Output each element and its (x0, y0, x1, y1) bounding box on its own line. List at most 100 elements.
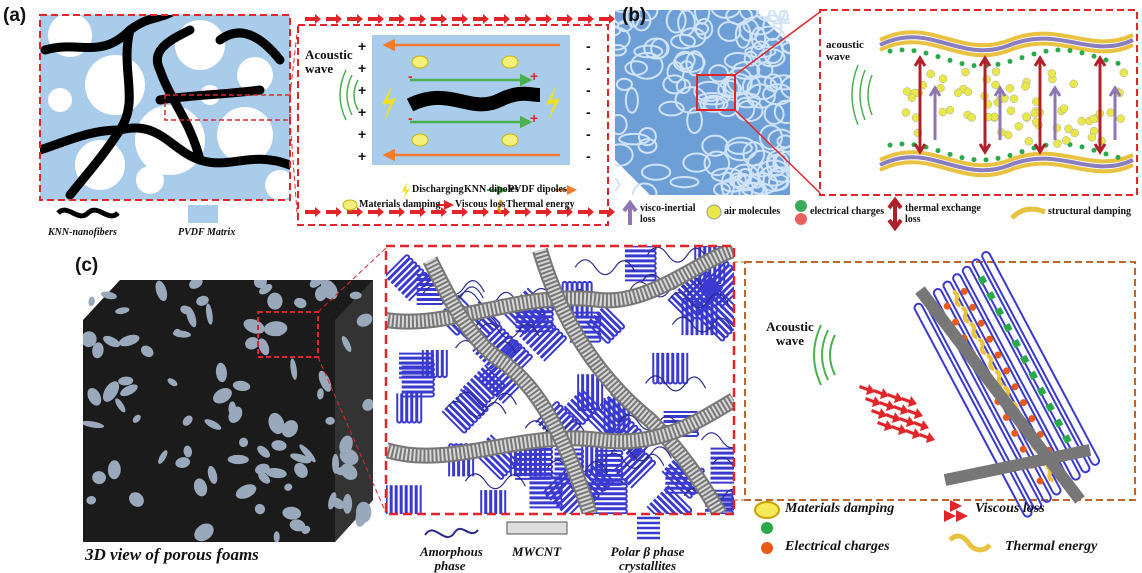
viscous-arrow (887, 392, 903, 403)
charge (1115, 154, 1121, 160)
cell (674, 50, 696, 70)
air-molecule (1021, 82, 1030, 91)
chain (401, 381, 435, 388)
charge (1067, 48, 1073, 54)
polarity-sign: - (408, 68, 413, 84)
chain (498, 343, 523, 367)
pore (120, 384, 138, 397)
charge (935, 54, 941, 60)
mwcnt (386, 246, 734, 328)
wave-label: Acoustic wave (766, 319, 814, 348)
polarity-sign: + (530, 68, 539, 84)
chain (509, 353, 533, 378)
visco-arrow (928, 85, 942, 140)
crystallite (594, 449, 624, 486)
chain (476, 444, 508, 477)
arrow (326, 207, 342, 217)
charge (947, 57, 953, 63)
chain (596, 446, 603, 477)
charge (1036, 386, 1047, 396)
cell (763, 102, 785, 125)
charge (1007, 58, 1013, 64)
pore (227, 454, 249, 465)
viscous-arrow (871, 408, 887, 419)
exchange-arrow (913, 55, 927, 155)
pore (237, 57, 273, 93)
charge (943, 302, 951, 310)
crystallites (386, 246, 734, 514)
pore (253, 280, 267, 289)
zoom-line (317, 356, 387, 514)
charge (1019, 149, 1025, 155)
pore (205, 303, 213, 325)
arrow (599, 14, 615, 24)
arrow (326, 14, 342, 24)
thermal (960, 305, 970, 324)
air-molecule (1059, 104, 1069, 113)
legend-text: structural damping (1048, 206, 1132, 217)
pore (290, 453, 312, 464)
pore (342, 494, 353, 514)
crystallite-icon (637, 516, 660, 540)
cell (615, 26, 631, 51)
cell (633, 44, 664, 59)
pore (186, 306, 197, 328)
exchange-arrow (1033, 55, 1047, 155)
chain (515, 453, 554, 460)
cell (699, 94, 729, 113)
charge (1079, 144, 1085, 150)
air-molecule (961, 67, 970, 77)
cell (662, 74, 687, 95)
air-molecule (1061, 136, 1071, 145)
charge (899, 141, 905, 147)
legend-text: thermal exchange loss (905, 203, 981, 225)
air-molecule (1119, 68, 1129, 78)
chain (627, 459, 656, 489)
air-molecule (1089, 114, 1098, 124)
chain (586, 280, 593, 317)
arrow (536, 207, 552, 217)
viscous-arrow (879, 400, 895, 411)
charge (1028, 415, 1036, 423)
cell (711, 10, 741, 19)
cell (637, 138, 658, 154)
charge (947, 151, 953, 157)
pore-wall (879, 30, 1134, 178)
polarity-sign: - (586, 82, 591, 98)
pore (182, 415, 193, 426)
pore (356, 313, 373, 327)
chain (594, 459, 624, 466)
charge (1003, 322, 1013, 333)
layer (981, 250, 1101, 466)
cell (747, 149, 777, 178)
pore (87, 387, 102, 406)
pore (290, 358, 298, 380)
charge (1011, 383, 1019, 391)
pore (318, 370, 332, 392)
charge (1028, 370, 1038, 381)
cell (686, 107, 703, 134)
viscous-arrow (901, 396, 917, 407)
cell (640, 163, 672, 181)
component-label: MWCNT (512, 544, 562, 559)
pore (355, 506, 368, 527)
legend-text: KNN-nanofibers (48, 227, 117, 238)
chain (494, 339, 519, 364)
chain (589, 488, 628, 495)
arrow (368, 14, 384, 24)
amorphous-chain (700, 432, 734, 449)
thermal (969, 321, 979, 340)
amorphous-chain (618, 414, 680, 431)
pore (85, 55, 145, 115)
crystallite (624, 246, 657, 282)
arrow (599, 207, 615, 217)
cell (615, 44, 627, 57)
amorphous-chain (574, 259, 636, 276)
amorphous-chain (478, 322, 540, 339)
viscous-arrow (859, 384, 875, 395)
air-molecule (902, 87, 912, 96)
cell (643, 37, 670, 60)
legend-text: Materials damping (785, 501, 895, 516)
chain (589, 483, 628, 490)
